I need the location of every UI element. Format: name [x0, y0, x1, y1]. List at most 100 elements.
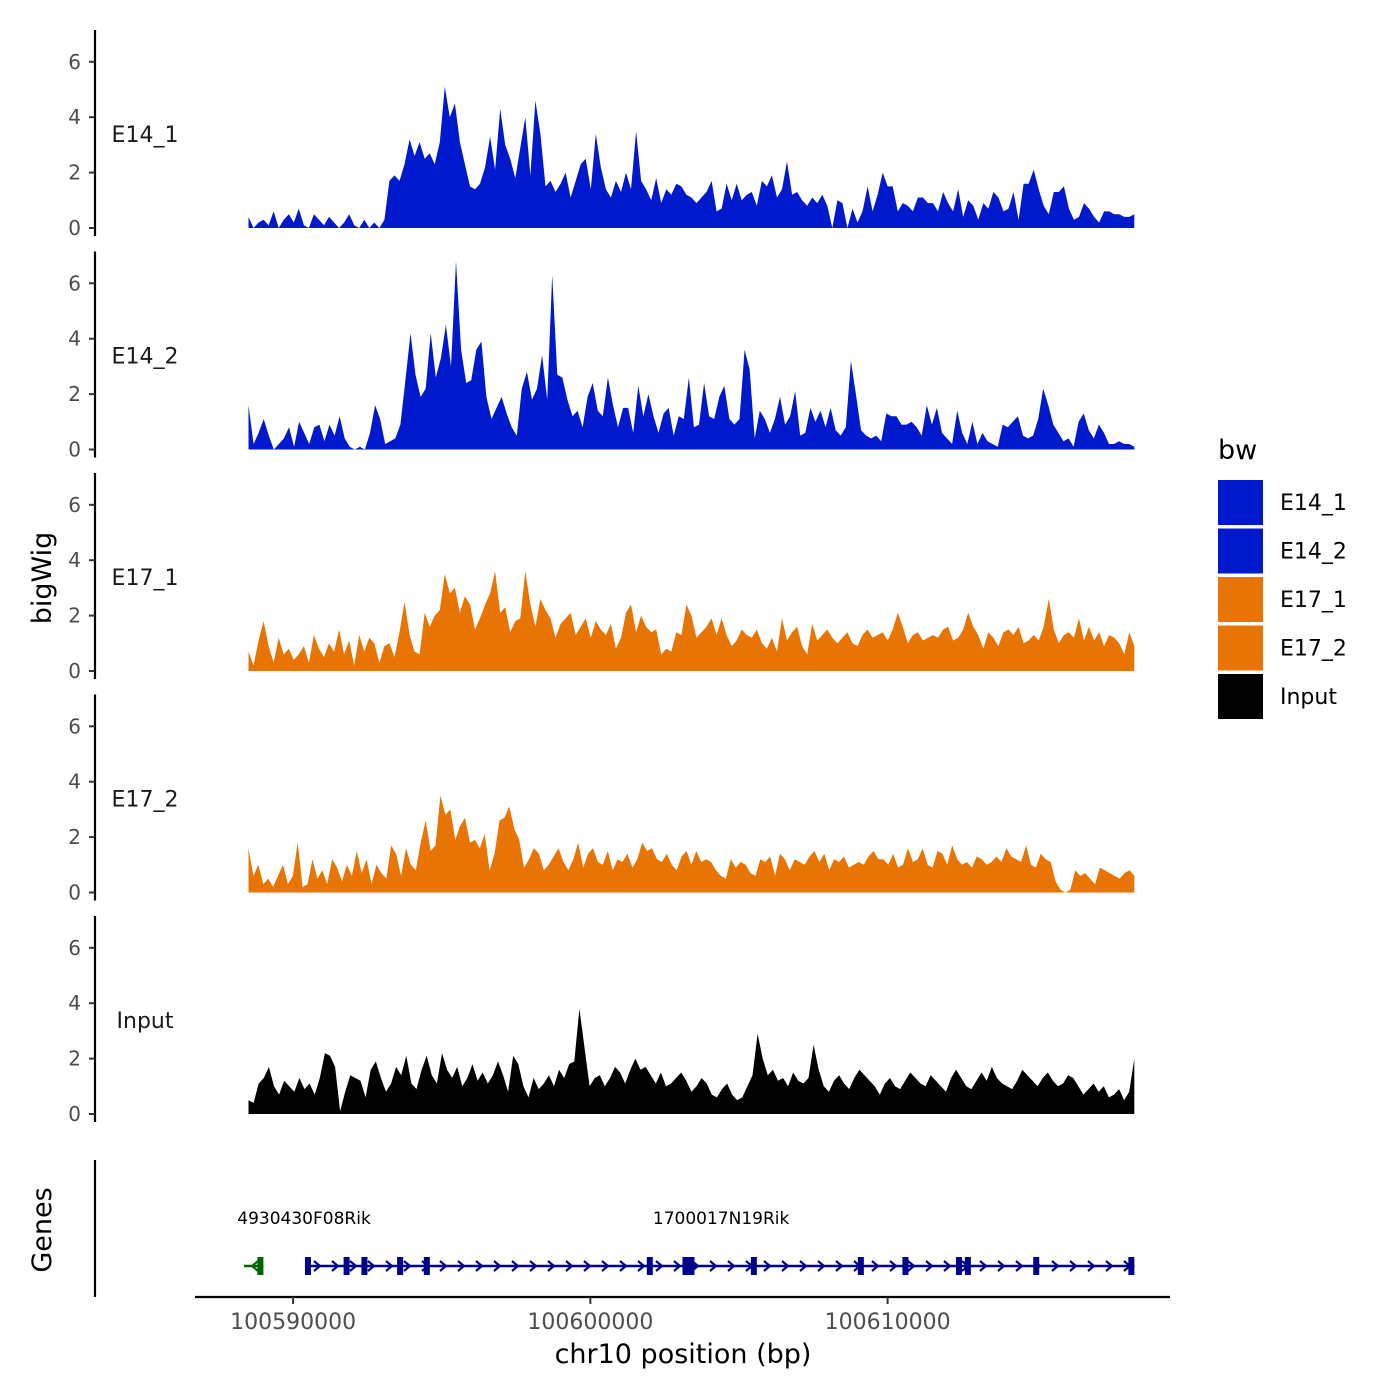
strand-arrow [439, 1260, 448, 1272]
exon [682, 1257, 689, 1275]
exon [688, 1257, 695, 1275]
coverage-area [248, 86, 1135, 228]
strand-arrow [367, 1260, 376, 1272]
strand-arrow [583, 1260, 592, 1272]
y-tick-label: 6 [68, 714, 81, 738]
strand-arrow [979, 1260, 988, 1272]
exon [304, 1257, 311, 1275]
strand-arrow [943, 1260, 952, 1272]
y-tick-label: 4 [68, 770, 81, 794]
strand-arrow [1105, 1260, 1114, 1272]
strand-arrow [1069, 1260, 1078, 1272]
track-input: 0 2 4 6 Input [68, 916, 1135, 1126]
y-tick-label: 6 [68, 271, 81, 295]
track-e14-2: 0 2 4 6 E14_2 [68, 251, 1135, 462]
exon [1033, 1257, 1040, 1275]
exon [397, 1257, 404, 1275]
exon [361, 1257, 368, 1275]
strand-arrow [529, 1260, 538, 1272]
strand-arrow [781, 1260, 790, 1272]
y-tick-label: 2 [68, 604, 81, 628]
legend-key-e14-2 [1218, 528, 1263, 574]
strand-arrow [457, 1260, 466, 1272]
legend-title: bw [1218, 435, 1257, 466]
y-tick-label: 0 [68, 216, 81, 240]
exon [902, 1257, 909, 1275]
strand-arrow [475, 1260, 484, 1272]
genes-track: 4930430F08Rik 1700017N19Rik [93, 1160, 1135, 1297]
track-e14-1: 0 2 4 6 E14_1 [68, 30, 1135, 240]
track-label: E14_2 [112, 345, 179, 370]
gene-1700017n19rik: 1700017N19Rik [304, 1209, 1135, 1275]
y-tick-label: 4 [68, 548, 81, 572]
exon [423, 1257, 430, 1275]
strand-arrow [763, 1260, 772, 1272]
coverage-area [248, 571, 1135, 671]
y-tick-label: 0 [68, 659, 81, 683]
y-tick-label: 0 [68, 881, 81, 905]
strand-arrow [547, 1260, 556, 1272]
coverage-area [248, 795, 1135, 893]
strand-arrow [727, 1260, 736, 1272]
strand-arrow [385, 1260, 394, 1272]
strand-arrow [403, 1260, 412, 1272]
exon [343, 1257, 350, 1275]
legend-label: E17_2 [1280, 637, 1347, 662]
track-e17-1: 0 2 4 6 E17_1 [68, 473, 1135, 683]
y-tick-label: 0 [68, 1102, 81, 1126]
strand-arrow [313, 1260, 322, 1272]
y-tick-label: 4 [68, 991, 81, 1015]
exon [257, 1257, 264, 1275]
legend-label: E17_1 [1280, 588, 1347, 613]
y-tick-label: 4 [68, 105, 81, 129]
coverage-area [248, 1008, 1135, 1114]
genes-track-title: Genes [27, 1187, 58, 1272]
legend-label: E14_1 [1280, 491, 1347, 516]
y-tick-label: 4 [68, 327, 81, 351]
strand-arrow [1015, 1260, 1024, 1272]
legend-key-input [1218, 674, 1263, 719]
exon [1128, 1257, 1135, 1275]
strand-arrow [709, 1260, 718, 1272]
strand-arrow [907, 1260, 916, 1272]
strand-arrow [655, 1260, 664, 1272]
strand-arrow [511, 1260, 520, 1272]
strand-arrow [250, 1260, 259, 1272]
strand-arrow [331, 1260, 340, 1272]
strand-arrow [349, 1260, 358, 1272]
gene-label: 4930430F08Rik [237, 1209, 371, 1229]
x-axis: 100590000 100600000 100610000 [195, 1295, 1170, 1335]
strand-arrow [1087, 1260, 1096, 1272]
strand-arrow [799, 1260, 808, 1272]
strand-arrow [1051, 1260, 1060, 1272]
y-tick-label: 2 [68, 825, 81, 849]
track-e17-2: 0 2 4 6 E17_2 [68, 694, 1135, 905]
strand-arrow [673, 1260, 682, 1272]
track-label: E14_1 [112, 123, 179, 148]
strand-arrow [871, 1260, 880, 1272]
strand-arrow [997, 1260, 1006, 1272]
x-tick-label: 100610000 [825, 1310, 951, 1335]
exon [750, 1257, 757, 1275]
y-tick-label: 6 [68, 493, 81, 517]
coverage-area [248, 261, 1135, 450]
y-tick-label: 6 [68, 936, 81, 960]
strand-arrow [601, 1260, 610, 1272]
exon [955, 1257, 962, 1275]
x-axis-title: chr10 position (bp) [555, 1339, 812, 1370]
gene-label: 1700017N19Rik [653, 1209, 790, 1229]
track-label: E17_2 [112, 788, 179, 813]
y-axis-title: bigWig [27, 532, 58, 625]
exon [964, 1257, 971, 1275]
y-tick-label: 2 [68, 382, 81, 406]
strand-arrow [889, 1260, 898, 1272]
strand-arrow [637, 1260, 646, 1272]
legend: bw E14_1 E14_2 E17_1 E17_2 Input [1218, 435, 1347, 719]
x-tick-label: 100590000 [230, 1310, 356, 1335]
legend-label: E14_2 [1280, 540, 1347, 565]
strand-arrow [493, 1260, 502, 1272]
track-label: Input [117, 1009, 174, 1034]
strand-arrow [925, 1260, 934, 1272]
legend-label: Input [1280, 685, 1337, 710]
